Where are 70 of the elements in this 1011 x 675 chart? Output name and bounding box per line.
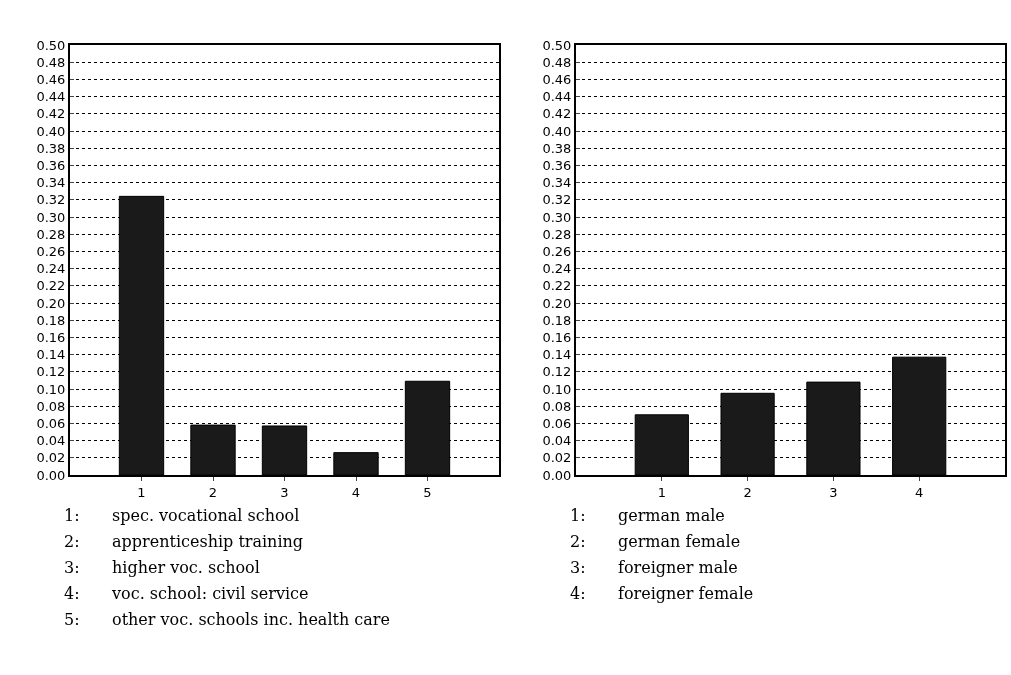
y-tick-label: 0.32 — [36, 192, 66, 208]
text: 3: higher voc. school — [64, 558, 260, 577]
y-tick-label: 0.38 — [36, 140, 66, 156]
y-tick-label: 0.36 — [36, 157, 66, 173]
y-tick-label: 0.16 — [542, 329, 572, 345]
x-tick-label: 3 — [280, 484, 289, 500]
y-tick-label: 0.18 — [36, 312, 66, 328]
x-tick-label: 4 — [915, 484, 924, 500]
text: 1: german male — [570, 506, 725, 525]
y-tick-label: 0.24 — [36, 261, 66, 277]
y-tick-label: 0.04 — [542, 433, 572, 449]
x-tick-label: 4 — [351, 484, 361, 500]
text: 5: other voc. schools inc. health care — [64, 610, 390, 629]
y-tick-label: 0.00 — [542, 467, 572, 483]
x-tick-label: 2 — [743, 484, 752, 500]
y-tick-label: 0.24 — [542, 261, 572, 277]
y-tick-label: 0.50 — [36, 37, 66, 53]
y-tick-label: 0.02 — [542, 450, 572, 466]
y-tick-label: 0.08 — [36, 398, 66, 414]
y-tick-label: 0.48 — [542, 54, 572, 70]
y-tick-label: 0.36 — [542, 157, 572, 173]
y-tick-label: 0.34 — [542, 175, 572, 191]
y-tick-label: 0.10 — [542, 381, 572, 397]
y-tick-label: 0.44 — [36, 89, 66, 105]
text: 4: foreigner female — [570, 584, 754, 603]
y-tick-label: 0.06 — [36, 415, 66, 431]
x-tick-label: 5 — [423, 484, 432, 500]
y-tick-label: 0.40 — [542, 123, 572, 139]
y-tick-label: 0.26 — [36, 243, 66, 259]
y-tick-label: 0.50 — [542, 37, 572, 53]
y-tick-label: 0.20 — [542, 295, 572, 311]
y-tick-label: 0.44 — [542, 89, 572, 105]
y-tick-label: 0.16 — [36, 329, 66, 345]
y-tick-label: 0.34 — [36, 175, 66, 191]
text: 1: spec. vocational school — [64, 506, 300, 525]
y-tick-label: 0.46 — [36, 71, 66, 87]
y-tick-label: 0.14 — [36, 347, 66, 363]
y-tick-label: 0.30 — [36, 209, 66, 225]
y-tick-label: 0.32 — [542, 192, 572, 208]
y-tick-label: 0.18 — [542, 312, 572, 328]
text: 4: voc. school: civil service — [64, 584, 309, 603]
y-tick-label: 0.10 — [36, 381, 66, 397]
y-tick-label: 0.22 — [542, 278, 572, 294]
x-tick-label: 3 — [829, 484, 838, 500]
y-tick-label: 0.02 — [36, 450, 66, 466]
y-tick-label: 0.06 — [542, 415, 572, 431]
text: 2: apprenticeship training — [64, 532, 304, 551]
y-tick-label: 0.28 — [542, 226, 572, 242]
y-tick-label: 0.08 — [542, 398, 572, 414]
y-tick-label: 0.04 — [36, 433, 66, 449]
y-tick-label: 0.30 — [542, 209, 572, 225]
y-tick-label: 0.20 — [36, 295, 66, 311]
y-tick-label: 0.38 — [542, 140, 572, 156]
y-tick-label: 0.48 — [36, 54, 66, 70]
y-tick-label: 0.42 — [542, 106, 572, 122]
y-tick-label: 0.12 — [542, 364, 572, 380]
y-tick-label: 0.46 — [542, 71, 572, 87]
text: 2: german female — [570, 532, 741, 551]
text: 3: foreigner male — [570, 558, 738, 577]
x-tick-label: 1 — [137, 484, 146, 500]
y-tick-label: 0.12 — [36, 364, 66, 380]
y-tick-label: 0.26 — [542, 243, 572, 259]
y-tick-label: 0.22 — [36, 278, 66, 294]
y-tick-label: 0.14 — [542, 347, 572, 363]
y-tick-label: 0.40 — [36, 123, 66, 139]
x-tick-label: 1 — [657, 484, 666, 500]
x-tick-label: 2 — [208, 484, 218, 500]
y-tick-label: 0.28 — [36, 226, 66, 242]
y-tick-label: 0.42 — [36, 106, 66, 122]
y-tick-label: 0.00 — [36, 467, 66, 483]
